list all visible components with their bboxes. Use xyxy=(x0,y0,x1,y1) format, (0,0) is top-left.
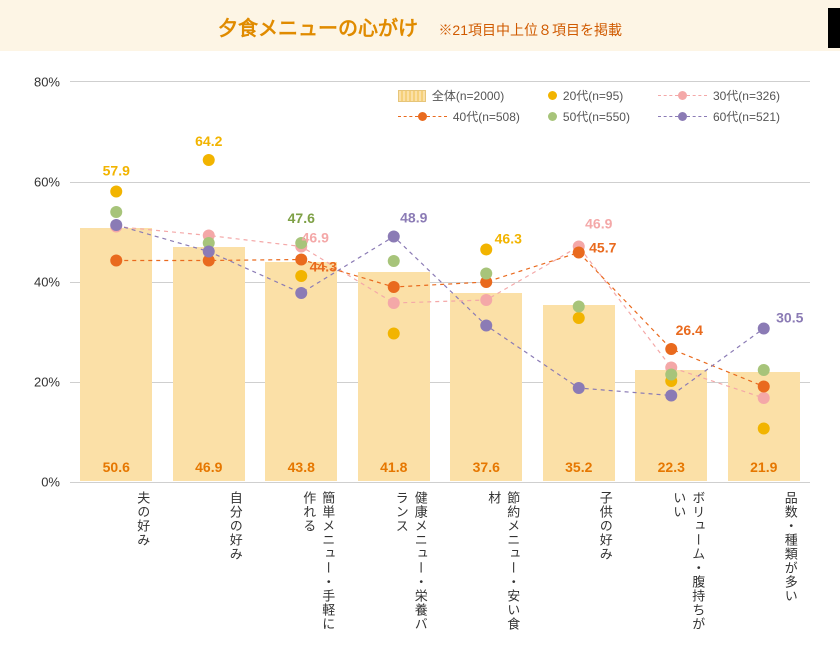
bar-column: 41.8 xyxy=(358,272,430,481)
bar: 22.3 xyxy=(635,370,707,482)
bar: 37.6 xyxy=(450,293,522,481)
y-tick-label: 80% xyxy=(20,75,60,90)
bar-column: 43.8 xyxy=(265,262,337,481)
x-tick-label: 夫の好み xyxy=(80,487,152,641)
bar: 50.6 xyxy=(80,228,152,481)
bar-column: 21.9 xyxy=(728,372,800,482)
x-axis-labels: 夫の好み自分の好み簡単メニュー・手軽に作れる健康メニュー・栄養バランス節約メニュ… xyxy=(70,487,810,641)
bar-column: 46.9 xyxy=(173,247,245,482)
bar: 21.9 xyxy=(728,372,800,482)
bar-column: 22.3 xyxy=(635,370,707,482)
bar: 41.8 xyxy=(358,272,430,481)
bar-column: 35.2 xyxy=(543,305,615,481)
y-tick-label: 60% xyxy=(20,175,60,190)
y-tick-label: 40% xyxy=(20,275,60,290)
bar-value-label: 37.6 xyxy=(450,459,522,475)
x-tick-label: ボリューム・腹持ちがいい xyxy=(635,487,707,641)
x-tick-label: 簡単メニュー・手軽に作れる xyxy=(265,487,337,641)
x-tick-label: 品数・種類が多い xyxy=(728,487,800,641)
bars-region: 50.6 46.9 43.8 41.8 37.6 35.2 22.3 21.9 xyxy=(70,81,810,481)
bar-value-label: 35.2 xyxy=(543,459,615,475)
y-tick-label: 20% xyxy=(20,375,60,390)
bar: 43.8 xyxy=(265,262,337,481)
bar-column: 50.6 xyxy=(80,228,152,481)
bar: 35.2 xyxy=(543,305,615,481)
chart-header: 夕食メニューの心がけ ※21項目中上位８項目を掲載 xyxy=(0,0,840,51)
bar-value-label: 50.6 xyxy=(80,459,152,475)
bar-value-label: 43.8 xyxy=(265,459,337,475)
x-tick-label: 自分の好み xyxy=(173,487,245,641)
bar-column: 37.6 xyxy=(450,293,522,481)
y-tick-label: 0% xyxy=(20,475,60,490)
side-black-marker xyxy=(828,8,840,48)
chart-area: 全体(n=2000)20代(n=95)30代(n=326)40代(n=508)5… xyxy=(70,51,810,631)
bar: 46.9 xyxy=(173,247,245,482)
x-tick-label: 子供の好み xyxy=(543,487,615,641)
chart-title: 夕食メニューの心がけ xyxy=(218,12,418,41)
chart-subtitle: ※21項目中上位８項目を掲載 xyxy=(438,20,622,40)
bar-value-label: 22.3 xyxy=(635,459,707,475)
x-tick-label: 節約メニュー・安い食材 xyxy=(450,487,522,641)
chart-container: 夕食メニューの心がけ ※21項目中上位８項目を掲載 全体(n=2000)20代(… xyxy=(0,0,840,659)
x-tick-label: 健康メニュー・栄養バランス xyxy=(358,487,430,641)
bar-value-label: 21.9 xyxy=(728,459,800,475)
bar-value-label: 46.9 xyxy=(173,459,245,475)
bar-value-label: 41.8 xyxy=(358,459,430,475)
